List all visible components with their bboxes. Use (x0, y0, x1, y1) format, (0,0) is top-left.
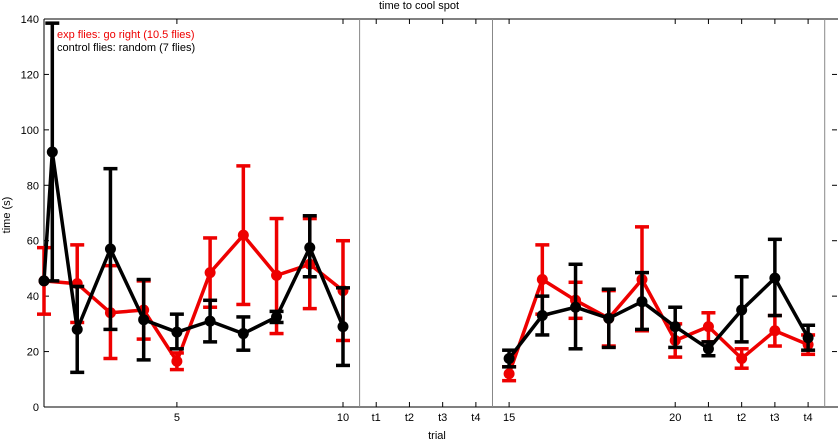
x-axis: 5 10 t1 t2 t3 t4 15 20 t1 t2 t3 t4 (174, 19, 813, 424)
data-point (503, 368, 515, 380)
x-tick-label: t4 (804, 412, 813, 424)
x-tick-label: t2 (405, 412, 414, 424)
data-point (38, 275, 50, 287)
series-line (43, 233, 345, 364)
series-line (507, 277, 809, 375)
data-point (104, 243, 116, 255)
x-tick-label: t4 (471, 412, 480, 424)
data-point (337, 321, 349, 333)
data-point (536, 310, 548, 322)
x-tick-label: t1 (704, 412, 713, 424)
data-point (736, 304, 748, 316)
y-tick-label: 140 (21, 14, 39, 26)
x-tick-label: t1 (372, 412, 381, 424)
data-point (702, 343, 714, 355)
data-point (171, 355, 183, 367)
data-point (304, 242, 316, 254)
y-axis: 0 20 40 60 80 100 120 140 (21, 14, 837, 414)
legend-entry-control: control flies: random (7 flies) (57, 42, 195, 54)
segment-separators (359, 19, 826, 407)
legend: exp flies: go right (10.5 flies)control … (57, 29, 195, 54)
y-tick-label: 100 (21, 125, 39, 137)
data-point (171, 326, 183, 338)
data-point (204, 267, 216, 279)
y-tick-label: 120 (21, 69, 39, 81)
data-point (71, 323, 83, 335)
x-tick-label: t3 (770, 412, 779, 424)
x-axis-label: trial (428, 430, 446, 442)
series-layer (37, 21, 816, 383)
x-tick-label: 20 (669, 412, 681, 424)
data-point (736, 353, 748, 364)
data-point (669, 321, 681, 333)
x-tick-label: 10 (337, 412, 349, 424)
series-group-control (38, 21, 816, 375)
data-point (138, 314, 150, 326)
data-point (237, 229, 249, 241)
data-point (636, 296, 648, 308)
chart-title: time to cool spot (379, 0, 459, 12)
data-point (802, 332, 814, 344)
y-tick-label: 0 (33, 402, 39, 414)
data-point (603, 312, 615, 324)
plot-area (43, 18, 838, 408)
data-point (271, 311, 283, 323)
series-line (507, 276, 810, 360)
data-point (536, 274, 548, 286)
data-point (46, 146, 58, 158)
data-point (702, 321, 714, 333)
x-tick-label: t2 (737, 412, 746, 424)
y-tick-label: 80 (27, 180, 39, 192)
data-point (570, 301, 582, 313)
data-point (271, 269, 283, 281)
y-tick-label: 20 (27, 347, 39, 359)
data-point (204, 315, 216, 327)
data-point (769, 325, 781, 337)
data-point (503, 353, 515, 364)
x-tick-label: 15 (503, 412, 515, 424)
legend-entry-exp: exp flies: go right (10.5 flies) (57, 29, 195, 41)
data-point (237, 328, 249, 340)
data-point (769, 272, 781, 284)
y-tick-label: 40 (27, 291, 39, 303)
x-tick-label: 5 (174, 412, 180, 424)
y-axis-label: time (s) (1, 197, 13, 234)
y-tick-label: 60 (27, 236, 39, 248)
x-tick-label: t3 (438, 412, 447, 424)
